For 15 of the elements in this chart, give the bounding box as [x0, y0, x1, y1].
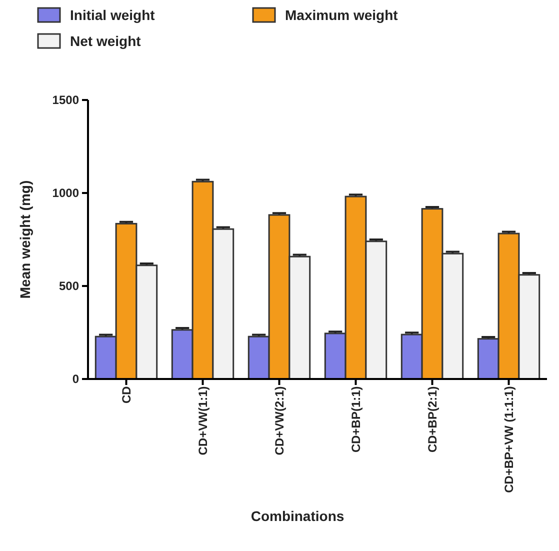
x-axis-title: Combinations [250, 508, 344, 524]
x-tick-label: CD+BP+VW (1:1:1) [502, 386, 516, 493]
y-tick-label: 0 [72, 372, 80, 386]
y-tick-label: 500 [58, 278, 80, 293]
x-tick-label: CD+BP(2:1) [425, 386, 440, 453]
x-tick-label: CD+VW(1:1) [196, 386, 210, 456]
y-tick-label: 1000 [52, 186, 80, 200]
y-axis-title: Mean weight (mg) [17, 180, 33, 299]
legend-label: Initial weight [70, 7, 156, 23]
x-tick-label: CD+VW(2:1) [272, 386, 286, 456]
y-tick-label: 1500 [52, 92, 80, 107]
legend-label: Maximum weight [285, 7, 398, 23]
legend-label: Net weight [70, 33, 142, 49]
x-tick-label: CD [119, 386, 134, 404]
x-tick-label: CD+BP(1:1) [348, 386, 363, 453]
